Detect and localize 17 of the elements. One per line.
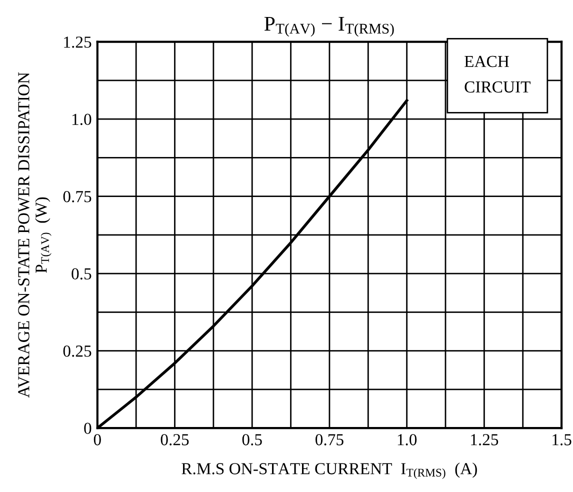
x-tick-label: 0 [94,434,101,446]
x-tick-label: 1.0 [398,434,417,446]
y-tick-label: 0.75 [63,191,92,202]
y-tick-label: 1.25 [64,36,92,48]
annotation: EACH CIRCUIT [464,56,530,93]
y-axis-title: AVERAGE ON-STATE POWER DISSIPATION P$_{T(AV)}$ (W) [18,72,52,398]
x-axis-title: R.M.S ON-STATE CURRENT I$_{T(RMS)}$ (A) [182,462,477,479]
y-tick-label: 0.5 [72,268,92,280]
y-tick-label: 0.25 [63,345,92,357]
chart-title: P$_{T(AV)}$ − I$_{T(RMS)}$ [264,16,394,37]
x-tick-label: 0.5 [242,434,262,446]
x-tick-label: 1.5 [552,434,572,446]
x-tick-label: 0.25 [160,434,189,446]
x-tick-label: 1.25 [471,434,498,446]
x-tick-label: 0.75 [316,434,344,446]
y-tick-label: 0 [84,422,92,434]
y-tick-label: 1.0 [72,114,92,126]
